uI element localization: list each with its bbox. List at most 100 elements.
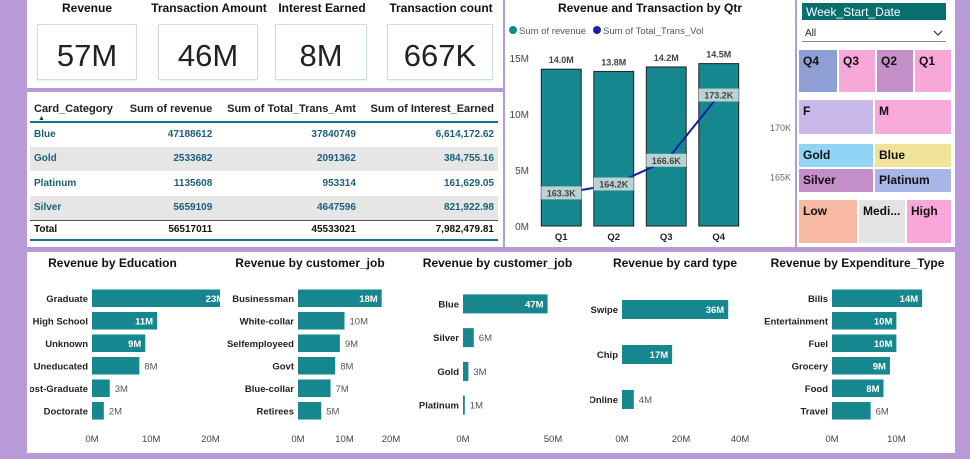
bar[interactable]	[92, 356, 140, 375]
category-label: Bills	[808, 294, 828, 305]
bar[interactable]	[832, 289, 923, 308]
y-tick-label: 10M	[510, 110, 529, 121]
slicer-tile-blue[interactable]: Blue	[875, 144, 951, 167]
category-label: Online	[590, 395, 618, 406]
legend-label[interactable]: Sum of Total_Trans_Vol	[603, 26, 703, 37]
slicer-tile-q2[interactable]: Q2	[877, 50, 913, 92]
slicer-tile-q4[interactable]: Q4	[799, 50, 837, 92]
slicer-tile-silver[interactable]: Silver	[799, 169, 873, 192]
bar[interactable]	[832, 311, 897, 330]
bar[interactable]	[463, 294, 548, 314]
column-header-card-category[interactable]: Card_Category ▲	[30, 100, 122, 123]
category-label: Chip	[597, 350, 618, 361]
category-label: Silver	[433, 333, 459, 344]
week-start-date-dropdown[interactable]: All	[802, 25, 946, 42]
slicer-tile-low[interactable]: Low	[799, 200, 857, 243]
bar[interactable]	[622, 345, 673, 364]
customer-job-chart-title: Revenue by customer_job	[235, 256, 385, 270]
kpi-card-transaction-count[interactable]: 667K	[387, 24, 493, 80]
slicer-tile-gender-f[interactable]: F	[799, 100, 873, 134]
table-row[interactable]: Silver 5659109 4647596 821,922.98	[30, 195, 498, 220]
customer-job-bar-chart[interactable]: Businessman 18M White-collar 10M Selfemploye…	[220, 275, 405, 450]
y-tick-label: 15M	[510, 54, 529, 65]
slicer-tile-platinum[interactable]: Platinum	[875, 169, 951, 192]
kpi-card-interest-earned[interactable]: 8M	[275, 24, 367, 80]
bar[interactable]	[298, 289, 382, 308]
category-label: Fuel	[808, 339, 828, 350]
bar[interactable]	[92, 334, 146, 353]
bar-data-label: 17M	[650, 350, 669, 361]
bar-revenue-q1[interactable]	[540, 68, 582, 227]
bar-data-label: 5M	[326, 406, 339, 417]
legend-label[interactable]: Sum of revenue	[519, 26, 586, 37]
slicer-tile-medium[interactable]: Medi...	[859, 200, 905, 243]
bar[interactable]	[832, 334, 897, 353]
line-label-bg	[698, 88, 739, 102]
bar[interactable]	[463, 361, 469, 381]
kpi-card-transaction-amount[interactable]: 46M	[158, 24, 258, 80]
bar[interactable]	[463, 328, 474, 348]
table-row[interactable]: Gold 2533682 2091362 384,755.16	[30, 146, 498, 171]
qtr-combo-chart[interactable]: Sum of revenue Sum of Total_Trans_Vol 15M 1…	[505, 18, 795, 244]
slicer-tile-q1[interactable]: Q1	[915, 50, 951, 92]
bar[interactable]	[298, 334, 340, 353]
bar-revenue-q3[interactable]	[645, 66, 687, 227]
bar-data-label: 8M	[340, 361, 353, 372]
table-cell: 56517011	[121, 219, 217, 241]
bar-data-label: 9M	[873, 361, 886, 372]
bar[interactable]	[92, 289, 220, 308]
x-tick-label: 50M	[544, 434, 563, 445]
bar[interactable]	[298, 356, 336, 375]
kpi-card-revenue[interactable]: 57M	[37, 24, 137, 80]
table-cell: Platinum	[34, 177, 77, 189]
bar[interactable]	[832, 379, 884, 398]
legend-marker	[593, 26, 601, 34]
x-tick-label: 0M	[85, 434, 98, 445]
category-table[interactable]: Card_Category ▲ Sum of revenue Sum of Tot…	[30, 100, 498, 241]
slicer-tile-high[interactable]: High	[907, 200, 951, 243]
bar[interactable]	[298, 401, 322, 420]
bar[interactable]	[92, 401, 104, 420]
table-cell: 161,629.05	[443, 177, 494, 189]
table-row[interactable]: Platinum 1135608 953314 161,629.05	[30, 171, 498, 196]
table-row[interactable]: Blue 47188612 37840749 6,614,172.62	[30, 122, 498, 147]
card-type-bar-chart[interactable]: Swipe 36M Chip 17M Online 4M 0M 20M 40M	[590, 275, 760, 450]
bar[interactable]	[92, 311, 158, 330]
category-label: Blue	[438, 299, 459, 310]
kpi-title-revenue: Revenue	[61, 1, 113, 15]
education-bar-chart[interactable]: Graduate 23M High School 11M Unknown 9M Uneduc…	[30, 275, 220, 450]
bar-data-label: 3M	[115, 384, 128, 395]
bar[interactable]	[832, 356, 890, 375]
legend-marker	[509, 26, 517, 34]
bar[interactable]	[463, 395, 465, 415]
table-cell: 47188612	[167, 129, 213, 141]
expenditure-bar-chart[interactable]: Bills 14M Entertainment 10M Fuel 10M Grocery 9M…	[760, 275, 955, 450]
line-trans-vol[interactable]	[561, 94, 720, 195]
bar-revenue-q2[interactable]	[593, 70, 635, 227]
slicer-tile-gold[interactable]: Gold	[799, 144, 873, 167]
customer-job-card-bar-chart[interactable]: Blue 47M Silver 6M Gold 3M Platinum 1M 0M 50M	[405, 275, 590, 450]
bar[interactable]	[298, 311, 345, 330]
bar-revenue-q4[interactable]	[698, 63, 740, 227]
slicer-tile-q3[interactable]: Q3	[839, 50, 875, 92]
bar-data-label: 36M	[706, 305, 725, 316]
bar[interactable]	[832, 401, 871, 420]
line-label-bg	[541, 186, 582, 200]
bar[interactable]	[622, 390, 634, 409]
bar[interactable]	[298, 379, 331, 398]
column-header-sum-trans-amt[interactable]: Sum of Total_Trans_Amt	[216, 100, 360, 123]
sort-arrow-icon[interactable]: ▲	[38, 115, 45, 122]
x-tick-label: Q3	[660, 232, 673, 243]
bar-data-label: 14.5M	[706, 50, 731, 60]
category-label: Grocery	[792, 361, 829, 372]
x-tick-label: Q2	[607, 232, 620, 243]
bar[interactable]	[92, 379, 110, 398]
kpi-title-transaction-count: Transaction count	[389, 1, 493, 15]
bar[interactable]	[622, 300, 729, 319]
column-header-sum-revenue[interactable]: Sum of revenue	[121, 100, 217, 123]
slicer-tile-gender-m[interactable]: M	[875, 100, 951, 134]
column-header-sum-interest[interactable]: Sum of Interest_Earned	[359, 100, 498, 123]
x-tick-label: Q1	[555, 232, 568, 243]
customer-job-card-chart-title: Revenue by customer_job	[422, 256, 573, 270]
category-label: White-collar	[240, 316, 295, 327]
